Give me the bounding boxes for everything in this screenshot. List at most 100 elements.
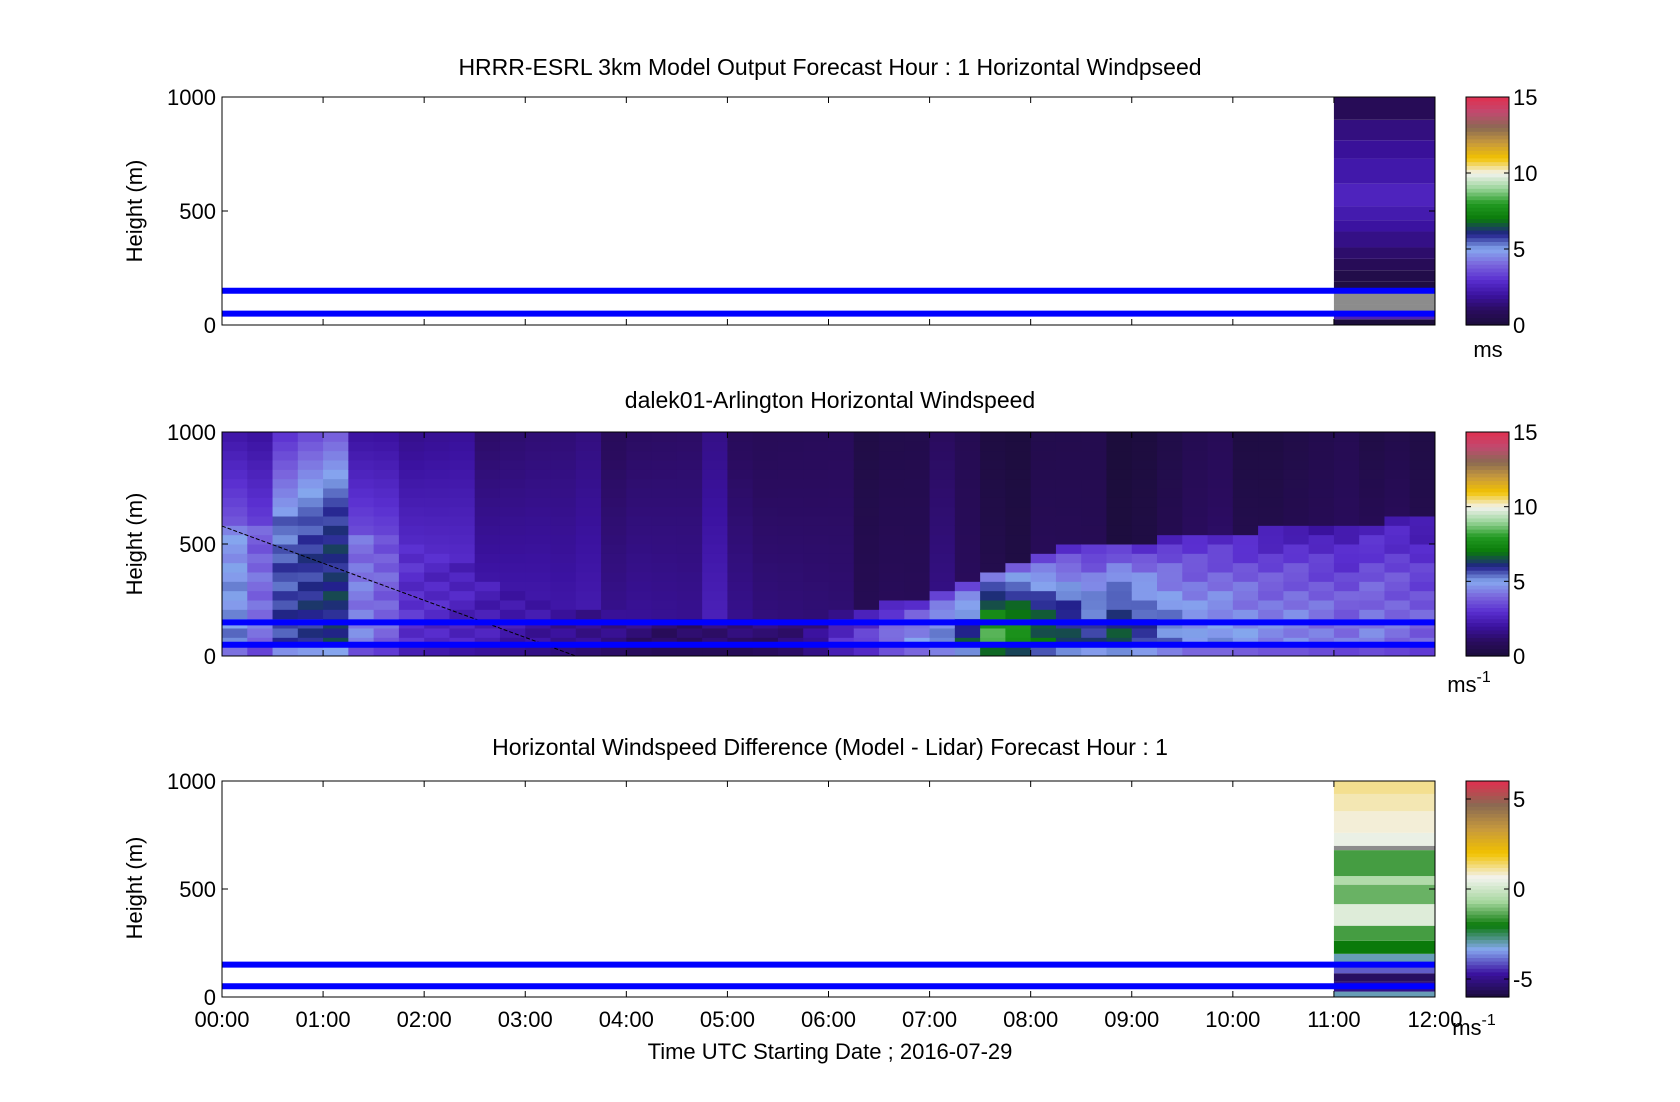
y-tick-label: 0 bbox=[204, 644, 216, 669]
heatmap-cell bbox=[601, 534, 627, 545]
heatmap-cell bbox=[1106, 553, 1133, 564]
heatmap-cell bbox=[904, 441, 931, 452]
colorbar-swatch bbox=[1466, 946, 1509, 951]
x-tick-label: 11:00 bbox=[1307, 1007, 1360, 1032]
heatmap-cell bbox=[879, 469, 905, 480]
heatmap-cell bbox=[297, 581, 324, 592]
heatmap-cell bbox=[1283, 600, 1310, 610]
heatmap-cell bbox=[474, 488, 501, 498]
panel-title: dalek01-Arlington Horizontal Windspeed bbox=[625, 387, 1035, 413]
colorbar-tick-label: 0 bbox=[1513, 313, 1525, 338]
heatmap-cell bbox=[1359, 478, 1385, 489]
heatmap-cell bbox=[348, 432, 375, 442]
colorbar-tick-label: -5 bbox=[1513, 967, 1533, 992]
heatmap-cell bbox=[803, 590, 829, 601]
heatmap-cell bbox=[904, 469, 931, 480]
heatmap-cell bbox=[499, 488, 526, 498]
heatmap-cell bbox=[348, 450, 375, 461]
heatmap-cell bbox=[1258, 497, 1284, 508]
heatmap-cell bbox=[1258, 646, 1284, 657]
colorbar-unit-base: ms bbox=[1452, 1015, 1481, 1040]
heatmap-cell bbox=[272, 488, 299, 498]
heatmap-cell bbox=[323, 432, 349, 442]
heatmap-cell bbox=[297, 516, 324, 526]
heatmap-cell bbox=[1157, 460, 1183, 470]
heatmap-cell bbox=[499, 497, 526, 508]
heatmap-cell bbox=[853, 562, 880, 573]
heatmap-cell bbox=[904, 628, 931, 638]
heatmap-cell bbox=[853, 450, 880, 461]
heatmap-cell bbox=[702, 488, 728, 498]
heatmap-cell bbox=[803, 506, 829, 517]
heatmap-cell bbox=[904, 534, 931, 545]
colorbar-swatch bbox=[1466, 214, 1509, 220]
colorbar-swatch bbox=[1466, 562, 1509, 567]
heatmap-cell bbox=[1409, 628, 1436, 638]
heatmap-cell bbox=[1258, 488, 1284, 498]
heatmap-cell bbox=[727, 450, 754, 461]
heatmap-cell bbox=[929, 553, 956, 564]
heatmap-cell bbox=[398, 488, 425, 498]
heatmap-cell bbox=[828, 562, 855, 573]
heatmap-cell bbox=[727, 469, 754, 480]
heatmap-cell bbox=[626, 506, 653, 517]
heatmap-cell bbox=[1232, 534, 1259, 545]
heatmap-cell bbox=[525, 534, 552, 545]
colorbar-swatch bbox=[1466, 799, 1509, 804]
heatmap-cell bbox=[272, 460, 299, 470]
heatmap-cell bbox=[1005, 600, 1032, 610]
heatmap-cell bbox=[1207, 609, 1234, 620]
heatmap-cell bbox=[474, 590, 501, 601]
heatmap-cell bbox=[626, 544, 653, 554]
colorbar-swatch bbox=[1466, 180, 1509, 185]
heatmap-cell bbox=[980, 497, 1006, 508]
heatmap-cell bbox=[1333, 572, 1360, 582]
heatmap-cell bbox=[373, 525, 400, 536]
colorbar-swatch bbox=[1466, 317, 1509, 322]
heatmap-cell bbox=[727, 460, 754, 470]
heatmap-cell bbox=[803, 628, 829, 638]
colorbar-swatch bbox=[1466, 885, 1509, 890]
heatmap-cell bbox=[525, 516, 552, 526]
heatmap-cell bbox=[601, 441, 627, 452]
heatmap-cell bbox=[1055, 609, 1082, 620]
colorbar-swatch bbox=[1466, 878, 1509, 883]
colorbar-swatch bbox=[1466, 222, 1509, 227]
y-tick-label: 500 bbox=[179, 532, 216, 557]
heatmap-cell bbox=[1384, 525, 1411, 536]
heatmap-cell bbox=[323, 488, 349, 498]
heatmap-cell bbox=[853, 525, 880, 536]
heatmap-cell bbox=[247, 506, 274, 517]
heatmap-cell bbox=[1106, 525, 1133, 536]
heatmap-cell bbox=[1308, 590, 1335, 601]
heatmap-cell bbox=[474, 478, 501, 489]
heatmap-cell bbox=[1308, 478, 1335, 489]
heatmap-cell bbox=[1258, 609, 1284, 620]
colorbar-tick-label: 15 bbox=[1513, 420, 1537, 445]
heatmap-cell bbox=[1409, 600, 1436, 610]
heatmap-cell bbox=[1409, 544, 1436, 554]
heatmap-cell bbox=[1182, 581, 1209, 592]
heatmap-cell bbox=[904, 506, 931, 517]
heatmap-cell bbox=[702, 506, 728, 517]
heatmap-cell bbox=[222, 646, 248, 657]
heatmap-cell bbox=[1207, 478, 1234, 489]
heatmap-cell bbox=[1359, 628, 1385, 638]
heatmap-cell bbox=[904, 450, 931, 461]
heatmap-cell bbox=[525, 581, 552, 592]
y-axis-label: Height (m) bbox=[122, 493, 147, 596]
heatmap-cell bbox=[803, 441, 829, 452]
heatmap-cell bbox=[373, 544, 400, 554]
heatmap-cell bbox=[1409, 525, 1436, 536]
panel-title: HRRR-ESRL 3km Model Output Forecast Hour… bbox=[458, 54, 1201, 80]
heatmap-cell bbox=[980, 544, 1006, 554]
heatmap-cell bbox=[1308, 534, 1335, 545]
colorbar-swatch bbox=[1466, 192, 1509, 197]
colorbar-swatch bbox=[1466, 892, 1509, 897]
heatmap-cell bbox=[1283, 544, 1310, 554]
heatmap-cell bbox=[651, 609, 678, 620]
heatmap-cell bbox=[1333, 884, 1435, 905]
heatmap-cell bbox=[272, 450, 299, 461]
heatmap-cell bbox=[449, 478, 476, 489]
heatmap-cell bbox=[626, 572, 653, 582]
